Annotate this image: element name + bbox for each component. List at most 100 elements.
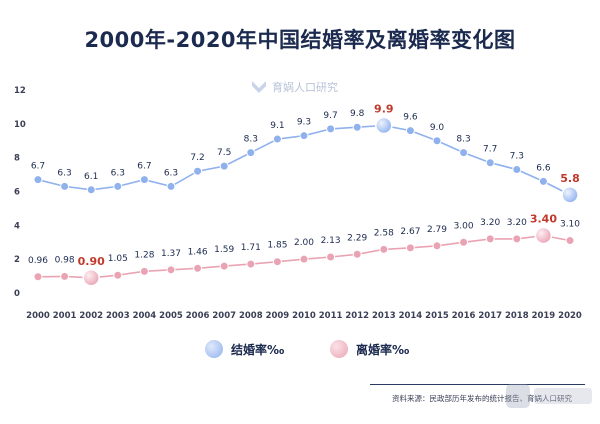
x-tick-label: 2005 [159, 311, 183, 321]
data-label: 2.67 [400, 227, 420, 237]
data-point [272, 257, 282, 267]
data-point [299, 131, 309, 141]
data-point [193, 166, 203, 176]
y-tick-label: 8 [14, 154, 20, 164]
data-label: 2.58 [374, 228, 394, 238]
data-label: 0.96 [28, 256, 48, 266]
x-tick-label: 2003 [106, 311, 130, 321]
x-tick-label: 2016 [452, 311, 476, 321]
data-label: 6.3 [111, 168, 125, 178]
data-label: 5.8 [560, 172, 580, 185]
data-label: 1.46 [188, 247, 208, 257]
x-tick-label: 2013 [372, 311, 396, 321]
data-point [512, 165, 522, 175]
data-label: 3.20 [507, 218, 527, 228]
data-label: 3.20 [480, 218, 500, 228]
series-layer: 6.7 6.3 6.1 6.3 6.7 6.3 7.2 7.5 8.3 9.1 9.3 9.7 9.8 9… [28, 103, 580, 287]
data-point [246, 148, 256, 158]
data-point [113, 270, 123, 280]
x-tick-label: 2008 [239, 311, 263, 321]
data-label: 3.00 [454, 221, 474, 231]
data-label: 1.05 [108, 254, 128, 264]
highlight-point [375, 116, 393, 135]
x-tick-label: 2018 [505, 311, 529, 321]
data-label: 2.79 [427, 225, 447, 235]
data-point [193, 263, 203, 273]
data-point [459, 237, 469, 247]
data-label: 9.6 [403, 113, 418, 123]
highlight-point [534, 226, 553, 245]
legend-label-marriage: 结婚率‰ [231, 342, 285, 357]
data-point [113, 181, 123, 191]
data-point [432, 241, 442, 251]
x-tick-label: 2012 [345, 311, 369, 321]
data-label: 1.37 [161, 249, 181, 259]
data-label: 9.0 [430, 123, 445, 133]
watermark: 育娲人口研究 [250, 78, 360, 102]
x-tick-label: 2009 [266, 311, 290, 321]
data-point [272, 134, 282, 144]
legend-marker-marriage [205, 340, 223, 358]
x-axis: 2000 2001 2002 2003 2004 2005 2006 2007 2008 2009… [26, 311, 582, 321]
legend-marker-divorce [330, 340, 348, 358]
data-point [326, 252, 336, 262]
data-label: 7.7 [483, 145, 497, 155]
data-point [219, 261, 229, 271]
data-point [565, 236, 575, 246]
chart-title: 2000年-2020年中国结婚率及离婚率变化图 [84, 28, 516, 52]
data-label: 9.7 [323, 111, 337, 121]
data-label: 7.2 [190, 153, 204, 163]
data-point [405, 243, 415, 253]
data-label: 9.3 [297, 118, 311, 128]
y-tick-label: 2 [14, 255, 20, 265]
data-point [379, 244, 389, 254]
data-point [405, 126, 415, 136]
legend-label-divorce: 离婚率‰ [356, 342, 410, 357]
data-label: 0.90 [78, 255, 105, 268]
data-point [219, 161, 229, 171]
data-label: 3.40 [530, 212, 557, 225]
data-point [538, 176, 548, 186]
data-point [86, 185, 96, 195]
data-label: 2.00 [294, 238, 314, 248]
legend-item-divorce: 离婚率‰ [330, 340, 409, 358]
x-tick-label: 2011 [319, 311, 343, 321]
data-point [485, 234, 495, 244]
data-label: 1.71 [241, 243, 261, 253]
data-point [485, 158, 495, 168]
data-point [326, 124, 336, 134]
legend: 结婚率‰ 离婚率‰ [0, 340, 600, 364]
x-tick-label: 2014 [399, 311, 423, 321]
data-point [33, 175, 43, 185]
data-point [139, 266, 149, 276]
source-note: 资料来源：民政部历年发布的统计报告、育娲人口研究 [392, 394, 572, 403]
data-label: 9.9 [374, 103, 394, 116]
data-label: 6.1 [84, 172, 98, 182]
data-label: 2.29 [347, 233, 367, 243]
data-point [299, 254, 309, 264]
data-point [166, 265, 176, 275]
data-point [246, 259, 256, 269]
data-label: 6.6 [536, 163, 551, 173]
data-point [60, 271, 70, 281]
corner-logo-icon [506, 384, 592, 408]
x-tick-label: 2004 [133, 311, 157, 321]
data-label: 8.3 [456, 135, 470, 145]
data-point [139, 175, 149, 185]
y-axis: 0 2 4 6 8 10 12 [14, 86, 26, 299]
data-label: 8.3 [244, 135, 258, 145]
highlight-point [561, 186, 579, 204]
series-divorce-rate: 0.96 0.98 0.90 1.05 1.28 1.37 1.46 1.59 1.71 1.85… [28, 212, 580, 287]
highlight-point [82, 269, 100, 287]
data-label: 1.28 [134, 250, 154, 260]
data-label: 9.8 [350, 109, 365, 119]
data-point [166, 181, 176, 191]
data-point [352, 122, 362, 132]
y-tick-label: 0 [14, 289, 20, 299]
data-label: 6.3 [164, 168, 178, 178]
y-tick-label: 12 [14, 86, 26, 96]
data-label: 7.5 [217, 148, 231, 158]
x-tick-label: 2019 [532, 311, 556, 321]
